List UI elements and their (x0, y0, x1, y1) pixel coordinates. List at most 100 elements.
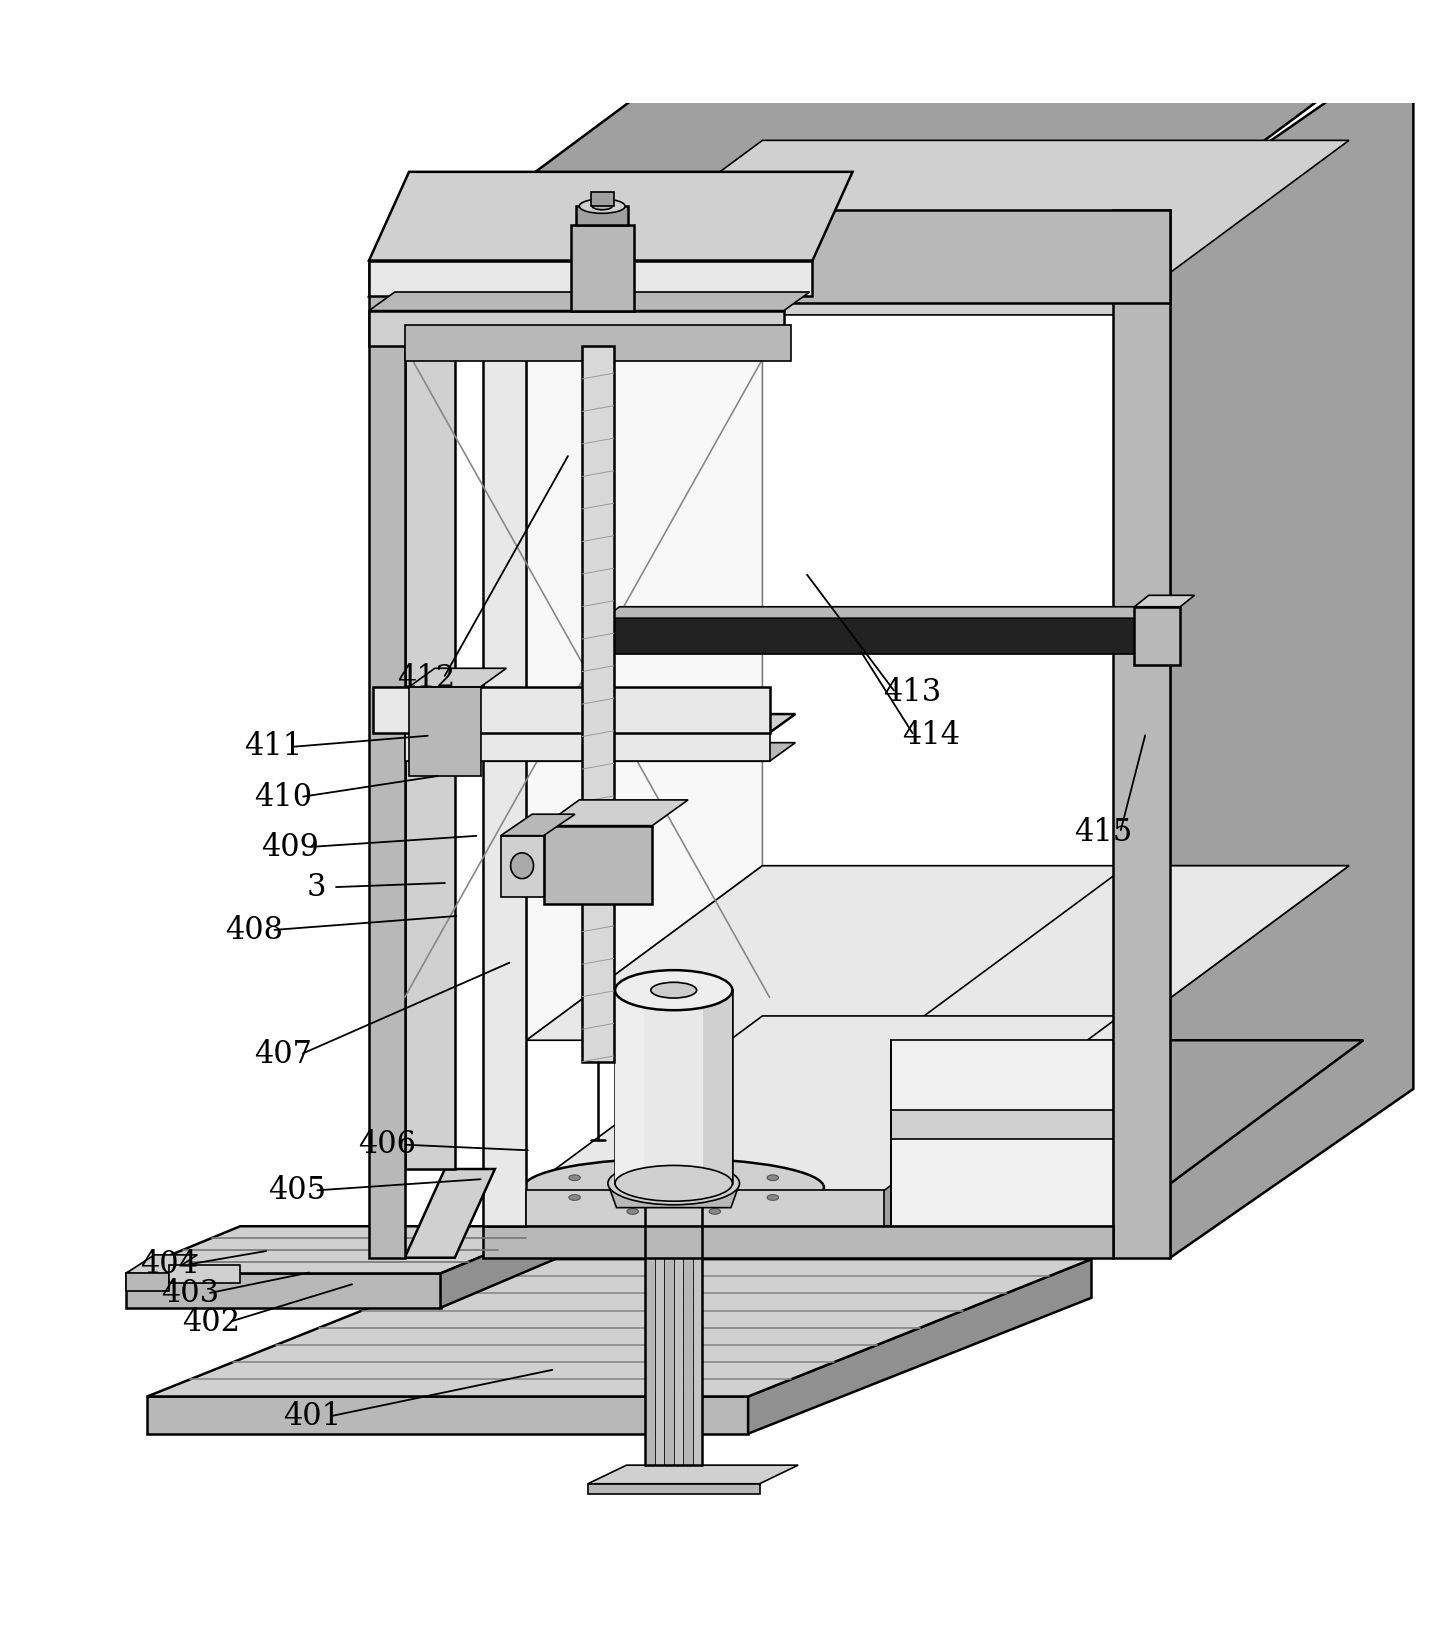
Text: 404: 404 (140, 1249, 197, 1280)
Text: 403: 403 (161, 1278, 219, 1310)
Polygon shape (891, 1039, 1112, 1226)
Polygon shape (527, 1017, 1120, 1190)
Ellipse shape (709, 1161, 721, 1167)
Polygon shape (404, 733, 770, 761)
Text: 405: 405 (269, 1175, 327, 1206)
Text: 407: 407 (255, 1039, 312, 1071)
Polygon shape (409, 668, 507, 688)
Polygon shape (368, 172, 852, 260)
Polygon shape (544, 825, 652, 904)
Polygon shape (891, 1110, 1112, 1139)
Ellipse shape (607, 1162, 740, 1205)
Ellipse shape (767, 1195, 778, 1200)
Polygon shape (527, 866, 1348, 1039)
Polygon shape (440, 1226, 555, 1308)
Polygon shape (404, 324, 791, 360)
Ellipse shape (627, 1208, 639, 1215)
Text: 3: 3 (307, 871, 325, 902)
Polygon shape (614, 990, 732, 1184)
Polygon shape (484, 303, 527, 1226)
Polygon shape (1134, 607, 1180, 665)
Text: 411: 411 (245, 732, 302, 763)
Polygon shape (614, 990, 645, 1184)
Polygon shape (368, 260, 813, 296)
Ellipse shape (614, 971, 732, 1010)
Polygon shape (501, 814, 576, 835)
Polygon shape (528, 1187, 820, 1221)
Polygon shape (571, 224, 633, 311)
Polygon shape (527, 129, 763, 1039)
Ellipse shape (767, 1175, 778, 1180)
Text: 4: 4 (698, 154, 741, 218)
Polygon shape (147, 1259, 1091, 1396)
Ellipse shape (630, 1169, 717, 1198)
Text: 410: 410 (255, 781, 312, 812)
Polygon shape (368, 260, 404, 1257)
Text: 401: 401 (282, 1401, 341, 1432)
Text: 408: 408 (226, 915, 283, 946)
Polygon shape (741, 1211, 793, 1231)
Polygon shape (404, 347, 455, 1169)
Polygon shape (673, 1205, 684, 1465)
Ellipse shape (593, 203, 612, 210)
Polygon shape (484, 25, 1420, 211)
Ellipse shape (709, 1208, 721, 1215)
Polygon shape (404, 743, 796, 761)
Polygon shape (125, 1226, 555, 1274)
Polygon shape (704, 990, 732, 1184)
Polygon shape (544, 800, 688, 825)
Polygon shape (125, 1274, 440, 1308)
Polygon shape (404, 324, 455, 1169)
Text: 409: 409 (262, 832, 319, 863)
Polygon shape (748, 1259, 1091, 1434)
Polygon shape (665, 1205, 673, 1465)
Polygon shape (368, 208, 495, 296)
Ellipse shape (614, 1166, 732, 1202)
Polygon shape (645, 1205, 655, 1465)
Ellipse shape (627, 1161, 639, 1167)
Polygon shape (891, 866, 1348, 1039)
Text: 413: 413 (884, 678, 941, 709)
Polygon shape (692, 1205, 702, 1465)
Polygon shape (555, 1211, 606, 1231)
Polygon shape (527, 1190, 884, 1226)
Polygon shape (604, 619, 1148, 653)
Polygon shape (125, 1256, 197, 1274)
Polygon shape (684, 1205, 692, 1465)
Polygon shape (1112, 211, 1170, 1257)
Polygon shape (604, 607, 1163, 619)
Text: 415: 415 (1073, 817, 1132, 848)
Polygon shape (125, 1274, 168, 1290)
Polygon shape (373, 688, 770, 733)
Polygon shape (589, 1483, 760, 1495)
Polygon shape (404, 1169, 495, 1257)
Text: 412: 412 (397, 663, 455, 694)
Polygon shape (501, 835, 544, 897)
Polygon shape (368, 311, 784, 347)
Polygon shape (368, 291, 810, 311)
Ellipse shape (568, 1195, 580, 1200)
Text: 414: 414 (902, 720, 960, 751)
Polygon shape (591, 192, 613, 206)
Polygon shape (577, 206, 627, 224)
Text: 406: 406 (358, 1130, 416, 1161)
Text: 402: 402 (183, 1306, 240, 1337)
Polygon shape (484, 1039, 1363, 1226)
Polygon shape (484, 1226, 1112, 1257)
Ellipse shape (650, 982, 696, 999)
Polygon shape (527, 141, 1348, 314)
Polygon shape (1134, 596, 1194, 607)
Polygon shape (409, 688, 481, 776)
Polygon shape (655, 1205, 665, 1465)
Polygon shape (589, 1465, 799, 1483)
Polygon shape (1170, 41, 1413, 1257)
Ellipse shape (524, 1159, 825, 1216)
Polygon shape (583, 347, 613, 1062)
Polygon shape (168, 1265, 240, 1283)
Polygon shape (484, 211, 1170, 303)
Ellipse shape (568, 1175, 580, 1180)
Polygon shape (609, 1187, 738, 1208)
Ellipse shape (580, 200, 625, 213)
Polygon shape (373, 714, 796, 733)
Ellipse shape (511, 853, 534, 879)
